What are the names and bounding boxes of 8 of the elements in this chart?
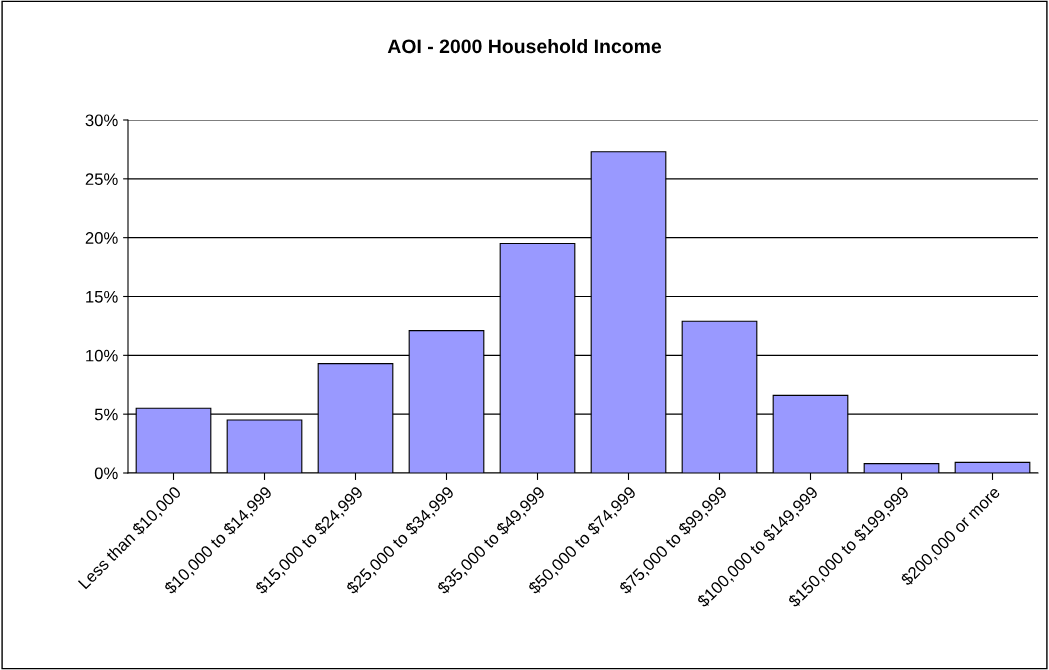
y-tick-label: 30% — [85, 114, 118, 127]
y-tick-label: 20% — [85, 232, 118, 244]
chart-title: AOI - 2000 Household Income — [387, 38, 662, 54]
y-tick-label: 25% — [85, 173, 118, 186]
y-tick-label: 15% — [86, 290, 118, 303]
y-tick-label: 10% — [86, 349, 118, 362]
y-tick-label: 5% — [94, 408, 118, 421]
y-tick-label: 0% — [94, 467, 118, 480]
